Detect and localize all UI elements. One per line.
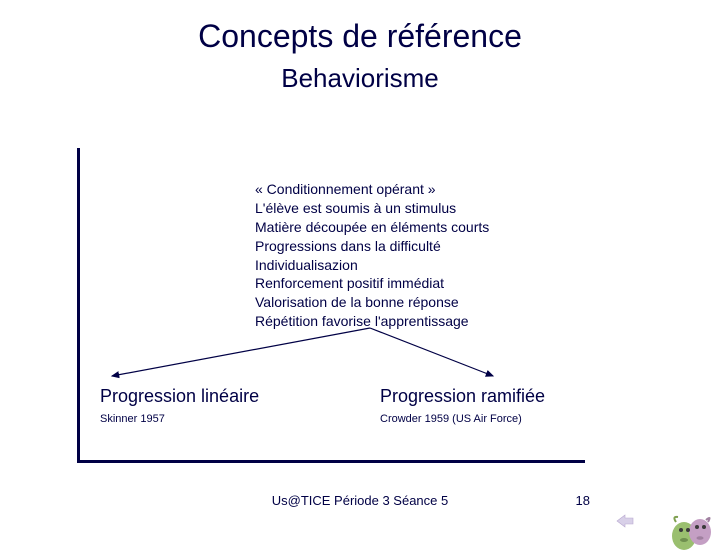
- slide-title: Concepts de référence: [0, 18, 720, 55]
- frame-vertical: [77, 148, 80, 463]
- bullet-line: « Conditionnement opérant »: [255, 180, 489, 199]
- decorative-cartoon-icon: [666, 510, 716, 554]
- bullet-line: Valorisation de la bonne réponse: [255, 293, 489, 312]
- bullet-line: Renforcement positif immédiat: [255, 274, 489, 293]
- bullet-line: Progressions dans la difficulté: [255, 237, 489, 256]
- left-branch-title: Progression linéaire: [100, 386, 259, 407]
- right-branch-sub: Crowder 1959 (US Air Force): [380, 413, 545, 425]
- bullet-block: « Conditionnement opérant » L'élève est …: [255, 180, 489, 331]
- bullet-line: L'élève est soumis à un stimulus: [255, 199, 489, 218]
- bullet-line: Matière découpée en éléments courts: [255, 218, 489, 237]
- slide-subtitle: Behaviorisme: [0, 63, 720, 94]
- frame-horizontal: [77, 460, 585, 463]
- branch-arrows: [100, 326, 520, 386]
- left-branch: Progression linéaire Skinner 1957: [100, 386, 259, 425]
- footer-text: Us@TICE Période 3 Séance 5: [0, 493, 720, 508]
- right-branch-title: Progression ramifiée: [380, 386, 545, 407]
- right-branch: Progression ramifiée Crowder 1959 (US Ai…: [380, 386, 545, 425]
- bullet-line: Individualisazion: [255, 256, 489, 275]
- left-branch-sub: Skinner 1957: [100, 413, 259, 425]
- page-number: 18: [576, 493, 590, 508]
- back-arrow-icon[interactable]: [615, 513, 635, 529]
